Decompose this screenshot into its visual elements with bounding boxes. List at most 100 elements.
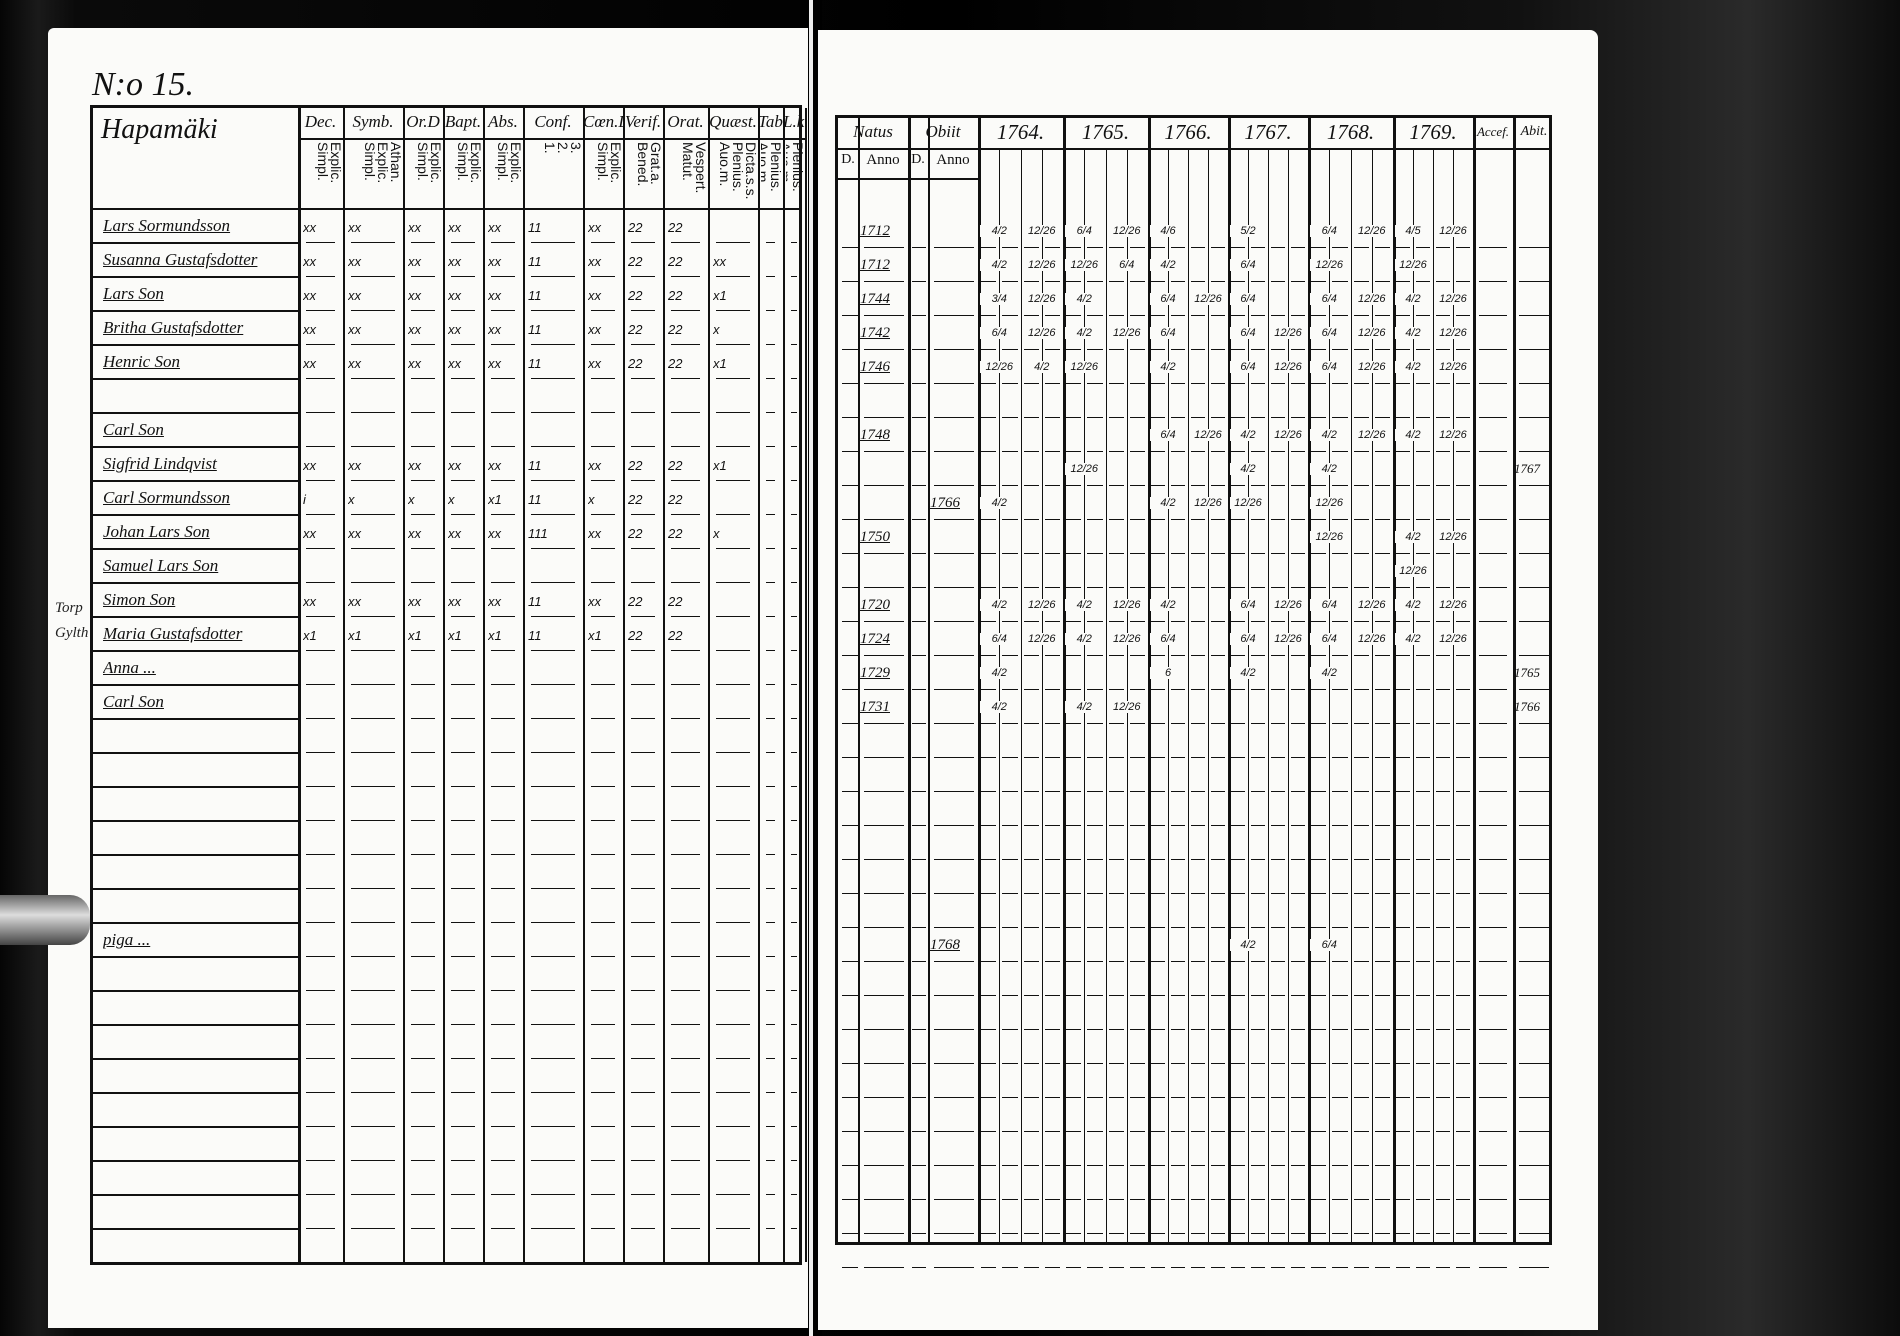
row-line: [1396, 417, 1410, 418]
row-line: [1151, 689, 1165, 690]
exam-result: 4/2: [1310, 429, 1349, 441]
row-line: [1002, 859, 1018, 860]
row-line: [631, 1194, 655, 1195]
row-line: [1396, 689, 1410, 690]
row-line: [1191, 825, 1205, 826]
column-divider: [1393, 118, 1396, 1242]
row-line: [766, 1058, 775, 1059]
row-line: [1396, 315, 1410, 316]
row-line: [842, 417, 858, 418]
row-line: [1332, 587, 1348, 588]
column-divider: [858, 118, 860, 1242]
row-line: [1129, 247, 1145, 248]
row-line: [1251, 1199, 1265, 1200]
row-line: [842, 655, 858, 656]
column-divider: [928, 118, 930, 1242]
row-line: [912, 485, 926, 486]
row-line: [1171, 1097, 1185, 1098]
row-line: [1353, 689, 1369, 690]
row-line: [912, 927, 926, 928]
exam-result: 12/26: [1395, 565, 1431, 577]
row-line: [93, 718, 298, 720]
row-line: [791, 888, 797, 889]
row-line: [912, 621, 926, 622]
knowledge-mark: 22: [668, 458, 683, 473]
row-line: [1519, 1233, 1549, 1234]
row-line: [1066, 485, 1082, 486]
row-line: [981, 1267, 997, 1268]
row-line: [1251, 383, 1265, 384]
row-line: [1191, 247, 1205, 248]
row-line: [1456, 1165, 1470, 1166]
row-line: [1002, 757, 1018, 758]
row-line: [1108, 1165, 1124, 1166]
row-line: [1211, 349, 1225, 350]
row-line: [671, 1194, 700, 1195]
row-line: [1251, 1233, 1265, 1234]
row-line: [766, 1092, 775, 1093]
row-line: [1023, 1029, 1039, 1030]
sub-column-divider: [1168, 148, 1169, 1242]
row-line: [591, 1126, 615, 1127]
row-line: [716, 344, 750, 345]
row-line: [1191, 893, 1205, 894]
row-line: [1211, 1165, 1225, 1166]
column-divider: [1513, 118, 1516, 1242]
row-line: [1353, 1267, 1369, 1268]
row-line: [716, 922, 750, 923]
exam-result: 12/26: [1352, 429, 1391, 441]
row-line: [1311, 723, 1327, 724]
row-line: [1066, 859, 1082, 860]
row-line: [1066, 383, 1082, 384]
row-line: [1002, 621, 1018, 622]
row-line: [451, 1160, 475, 1161]
row-line: [912, 587, 926, 588]
row-line: [491, 752, 515, 753]
row-line: [1291, 281, 1305, 282]
row-line: [1211, 995, 1225, 996]
row-line: [1396, 859, 1410, 860]
exam-result: 6/4: [1150, 293, 1186, 305]
column-divider: [908, 118, 911, 1242]
row-line: [1087, 689, 1103, 690]
row-line: [1416, 519, 1430, 520]
row-line: [842, 1233, 858, 1234]
row-line: [1151, 247, 1165, 248]
row-line: [306, 276, 335, 277]
row-line: [1311, 655, 1327, 656]
exam-result: 6/4: [1150, 327, 1186, 339]
row-line: [1231, 757, 1245, 758]
row-line: [1291, 1199, 1305, 1200]
row-line: [1251, 519, 1265, 520]
row-line: [766, 582, 775, 583]
row-line: [531, 820, 575, 821]
row-line: [912, 961, 926, 962]
column-subheader: Athan. Explic. Simpl.: [362, 142, 402, 184]
row-line: [1291, 723, 1305, 724]
row-line: [1002, 553, 1018, 554]
row-line: [591, 480, 615, 481]
row-line: [1171, 1131, 1185, 1132]
column-header: Quæst.: [709, 112, 757, 131]
row-line: [766, 616, 775, 617]
knowledge-mark: 22: [628, 526, 643, 541]
row-line: [1066, 1029, 1082, 1030]
row-line: [1151, 315, 1165, 316]
row-line: [411, 1126, 435, 1127]
exam-result: 12/26: [1352, 361, 1391, 373]
row-line: [766, 752, 775, 753]
column-divider: [663, 108, 665, 1262]
row-line: [411, 1194, 435, 1195]
row-line: [1456, 315, 1470, 316]
row-line: [1231, 349, 1245, 350]
row-line: [864, 655, 904, 656]
row-line: [1066, 893, 1082, 894]
row-line: [1456, 689, 1470, 690]
row-line: [981, 621, 997, 622]
row-line: [1374, 1097, 1390, 1098]
row-line: [1087, 1029, 1103, 1030]
exam-result: 12/26: [1065, 259, 1104, 271]
row-line: [1479, 1063, 1507, 1064]
row-line: [1129, 893, 1145, 894]
row-line: [1171, 519, 1185, 520]
